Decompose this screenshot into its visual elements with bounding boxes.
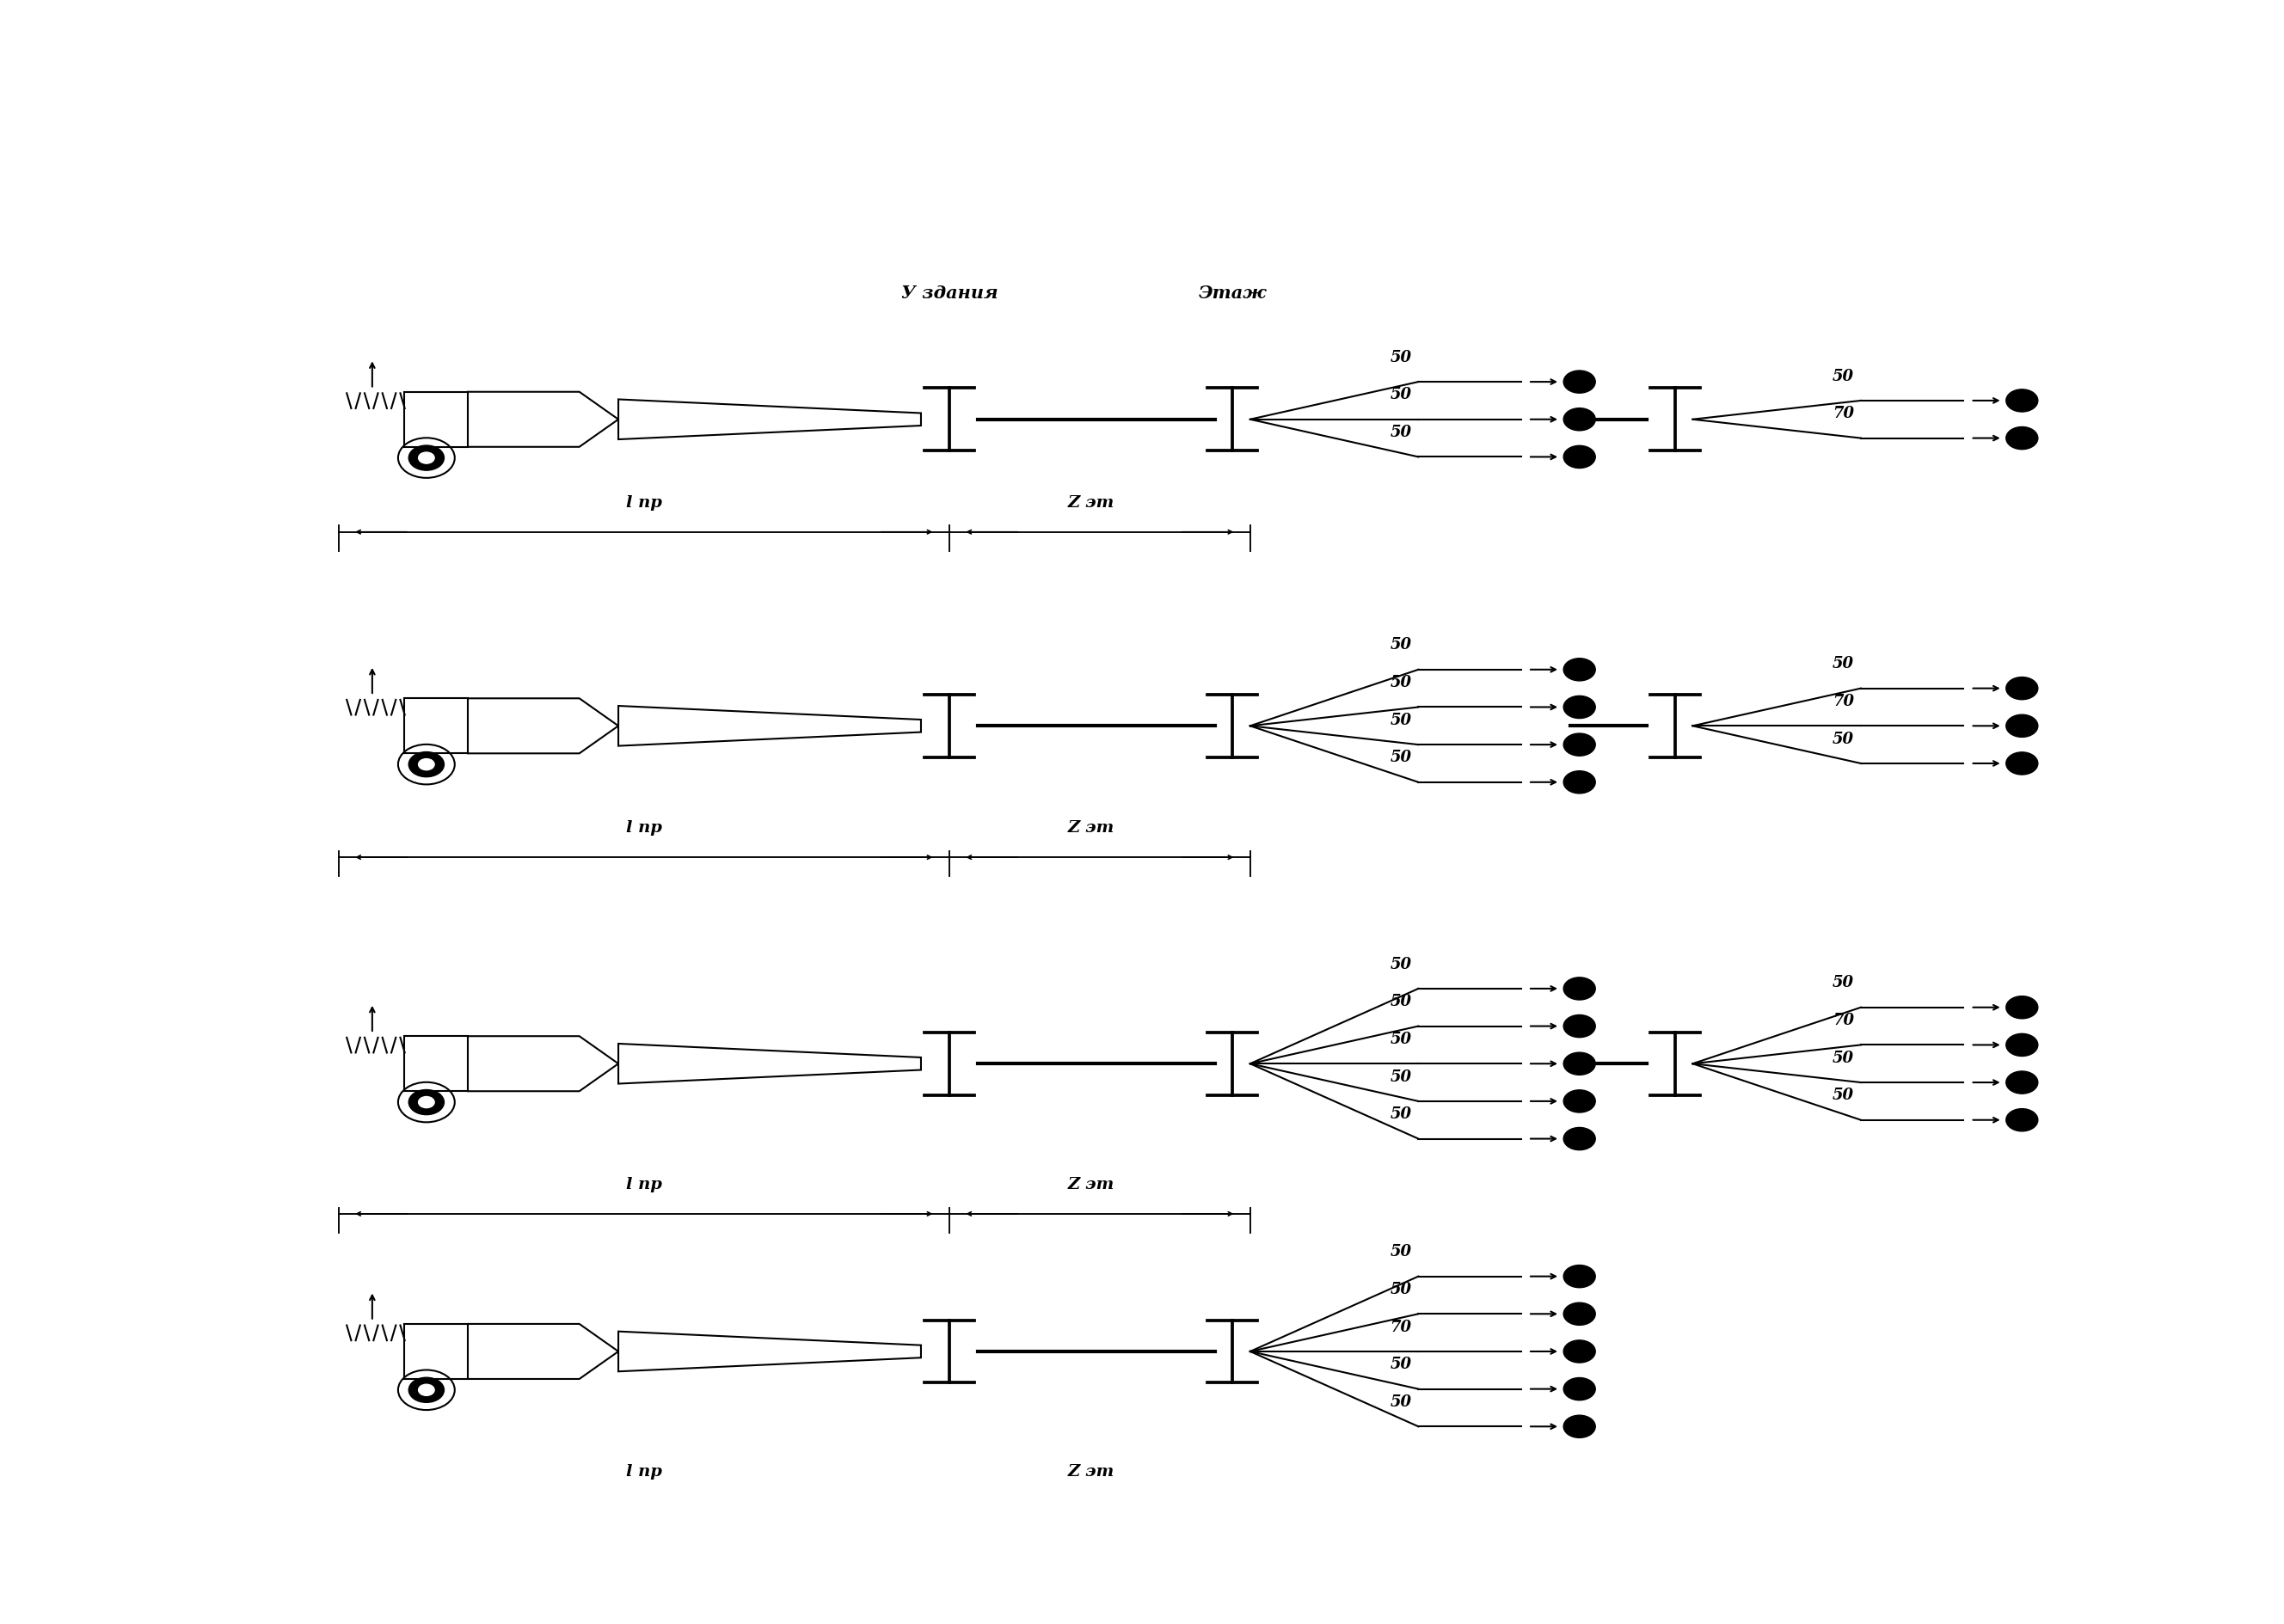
- Circle shape: [409, 447, 443, 471]
- Text: 50: 50: [1391, 424, 1412, 440]
- Circle shape: [2005, 677, 2037, 700]
- Text: l пр: l пр: [626, 1176, 662, 1192]
- Text: Z эт: Z эт: [1067, 1176, 1115, 1192]
- Circle shape: [1565, 1127, 1597, 1150]
- Circle shape: [409, 752, 443, 778]
- Circle shape: [418, 760, 434, 770]
- Text: 70: 70: [1391, 1319, 1412, 1333]
- Text: Z эт: Z эт: [1067, 820, 1115, 835]
- Circle shape: [1565, 1340, 1597, 1363]
- Circle shape: [2005, 1109, 2037, 1132]
- Text: l пр: l пр: [626, 1463, 662, 1479]
- Text: 70: 70: [1832, 693, 1855, 708]
- Text: 50: 50: [1832, 369, 1855, 383]
- Text: 50: 50: [1391, 957, 1412, 971]
- Text: 50: 50: [1391, 1069, 1412, 1083]
- Bar: [404, 1324, 468, 1379]
- Polygon shape: [619, 706, 920, 747]
- Bar: [404, 393, 468, 448]
- Bar: [404, 698, 468, 754]
- Text: Z эт: Z эт: [1067, 1463, 1115, 1479]
- Text: 50: 50: [1832, 656, 1855, 671]
- Circle shape: [1565, 1265, 1597, 1288]
- Text: 50: 50: [1391, 1031, 1412, 1046]
- Polygon shape: [468, 1324, 619, 1379]
- Text: 50: 50: [1391, 711, 1412, 728]
- Polygon shape: [619, 1332, 920, 1372]
- Circle shape: [1565, 1015, 1597, 1038]
- Circle shape: [418, 1096, 434, 1108]
- Text: 50: 50: [1391, 994, 1412, 1009]
- Circle shape: [1565, 1090, 1597, 1112]
- Circle shape: [1565, 1052, 1597, 1075]
- Circle shape: [1565, 447, 1597, 469]
- Circle shape: [1565, 1416, 1597, 1437]
- Polygon shape: [468, 1036, 619, 1091]
- Circle shape: [2005, 1072, 2037, 1095]
- Circle shape: [2005, 427, 2037, 450]
- Text: 50: 50: [1391, 674, 1412, 690]
- Text: 50: 50: [1391, 349, 1412, 365]
- Circle shape: [1565, 771, 1597, 794]
- Circle shape: [409, 1090, 443, 1116]
- Text: 50: 50: [1391, 750, 1412, 765]
- Text: 50: 50: [1391, 637, 1412, 653]
- Polygon shape: [619, 1044, 920, 1083]
- Circle shape: [1565, 659, 1597, 682]
- Circle shape: [1565, 1377, 1597, 1400]
- Circle shape: [2005, 390, 2037, 412]
- Text: 50: 50: [1391, 387, 1412, 403]
- Text: 70: 70: [1832, 406, 1855, 421]
- Text: 50: 50: [1391, 1244, 1412, 1259]
- Circle shape: [2005, 1034, 2037, 1057]
- Text: 50: 50: [1391, 1356, 1412, 1372]
- Text: 50: 50: [1832, 974, 1855, 991]
- Circle shape: [1565, 409, 1597, 432]
- Polygon shape: [468, 393, 619, 448]
- Circle shape: [418, 453, 434, 464]
- Circle shape: [409, 1377, 443, 1403]
- Bar: [404, 1036, 468, 1091]
- Circle shape: [1565, 1302, 1597, 1325]
- Circle shape: [1565, 978, 1597, 1000]
- Text: l пр: l пр: [626, 820, 662, 835]
- Text: 50: 50: [1391, 1393, 1412, 1410]
- Circle shape: [2005, 752, 2037, 775]
- Text: 50: 50: [1832, 731, 1855, 747]
- Circle shape: [2005, 997, 2037, 1018]
- Text: У здания: У здания: [900, 284, 998, 300]
- Text: 50: 50: [1391, 1281, 1412, 1296]
- Polygon shape: [468, 698, 619, 754]
- Text: 50: 50: [1832, 1086, 1855, 1103]
- Circle shape: [1565, 372, 1597, 393]
- Text: l пр: l пр: [626, 495, 662, 510]
- Text: 50: 50: [1832, 1049, 1855, 1065]
- Polygon shape: [619, 400, 920, 440]
- Circle shape: [418, 1385, 434, 1395]
- Text: Z эт: Z эт: [1067, 495, 1115, 510]
- Text: Этаж: Этаж: [1199, 284, 1268, 300]
- Circle shape: [1565, 734, 1597, 757]
- Circle shape: [1565, 697, 1597, 719]
- Circle shape: [2005, 715, 2037, 737]
- Text: 70: 70: [1832, 1012, 1855, 1028]
- Text: 50: 50: [1391, 1106, 1412, 1122]
